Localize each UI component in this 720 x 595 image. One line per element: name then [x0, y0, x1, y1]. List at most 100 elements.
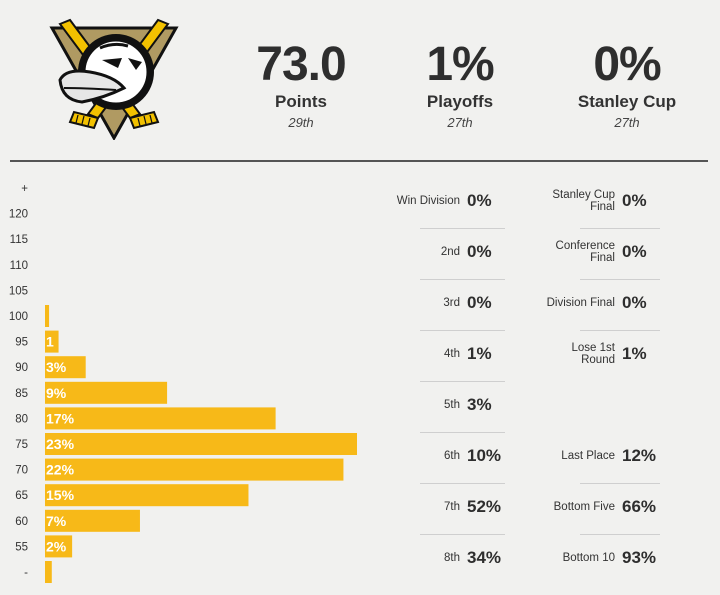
bar-data-label: 23% — [46, 436, 75, 452]
y-tick-label: 75 — [15, 439, 28, 451]
playoff-round-row: Stanley Cup Final 0% — [552, 179, 660, 229]
bottom-finish-value: 12% — [622, 446, 657, 465]
bottom-finish-value: 66% — [622, 497, 657, 516]
row-separator — [580, 228, 660, 229]
division-finish-row: 6th 10% — [420, 434, 505, 484]
bar-85 — [45, 381, 168, 404]
division-finish-label: 2nd — [440, 246, 460, 258]
cup-rank: 27th — [614, 115, 640, 130]
row-separator — [420, 279, 505, 280]
y-tick-label: 120 — [9, 209, 28, 221]
points-value: 73.0 — [256, 38, 346, 91]
playoff-round-row: Division Final 0% — [547, 281, 660, 331]
team-logo — [49, 18, 179, 140]
playoffs-rank: 27th — [447, 115, 473, 130]
bar-data-label: 3% — [46, 359, 67, 375]
y-tick-label: 90 — [15, 362, 28, 374]
division-finish-value: 10% — [467, 446, 502, 465]
logo-beak — [58, 69, 127, 104]
y-tick-label: 105 — [9, 285, 28, 297]
row-separator — [580, 279, 660, 280]
division-finish-value: 1% — [467, 344, 492, 363]
division-finish-label: Win Division — [396, 195, 460, 207]
y-tick-label: 80 — [15, 413, 28, 425]
division-finish-label: 6th — [444, 450, 460, 462]
row-separator — [420, 483, 505, 484]
division-finish-row: 8th 34% — [420, 536, 505, 586]
row-separator — [420, 228, 505, 229]
bar-data-label: 7% — [46, 513, 67, 529]
playoff-round-value: 0% — [622, 191, 647, 210]
division-finish-label: 3rd — [443, 297, 460, 309]
bottom-finish-value: 93% — [622, 548, 657, 567]
bar-- — [45, 561, 52, 583]
bar-100 — [45, 305, 50, 327]
y-tick-label: + — [21, 183, 28, 195]
bottom-finish-label: Bottom 10 — [562, 552, 615, 564]
division-finish-row: Win Division 0% — [397, 179, 505, 229]
division-finish-value: 0% — [467, 242, 492, 261]
division-finish-row: 7th 52% — [420, 485, 505, 535]
bottom-finish-label: Bottom Five — [553, 501, 615, 513]
y-tick-label: 65 — [15, 490, 28, 502]
playoff-round-label: Stanley Cup Final — [552, 189, 615, 213]
row-separator — [580, 330, 660, 331]
bar-70 — [45, 458, 344, 481]
y-tick-label: 70 — [15, 465, 28, 477]
stat-points: 73.0 Points 29th — [236, 38, 366, 131]
division-finish-row: 2nd 0% — [420, 230, 505, 280]
header-divider — [10, 160, 708, 162]
bar-80 — [45, 407, 276, 430]
division-finish-label: 5th — [444, 399, 460, 411]
division-finish-value: 0% — [467, 191, 492, 210]
points-rank: 29th — [288, 115, 314, 130]
bar-75 — [45, 433, 357, 455]
division-finish-value: 0% — [467, 293, 492, 312]
bar-data-label: 9% — [46, 385, 67, 401]
row-separator — [580, 534, 660, 535]
bar-90 — [45, 356, 86, 379]
division-finish-value: 3% — [467, 395, 492, 414]
division-finish-label: 8th — [444, 552, 460, 564]
playoff-round-row: Conference Final 0% — [556, 230, 660, 280]
division-finish-row: 4th 1% — [420, 332, 505, 382]
bottom-finish-row: Bottom 10 93% — [563, 536, 660, 586]
stat-playoffs: 1% Playoffs 27th — [405, 38, 515, 131]
playoffs-value: 1% — [426, 38, 494, 91]
division-finish-value: 34% — [467, 548, 502, 567]
y-tick-label: 60 — [15, 516, 28, 528]
playoff-round-label: Lose 1st Round — [571, 342, 615, 366]
bar-data-label: 1 — [46, 334, 54, 350]
y-tick-label: 95 — [15, 337, 28, 349]
division-finish-row: 5th 3% — [420, 383, 505, 433]
bar-95 — [45, 330, 59, 353]
y-tick-label: - — [24, 567, 28, 579]
playoff-round-value: 0% — [622, 242, 647, 261]
playoff-round-label: Conference Final — [555, 240, 615, 264]
stat-stanley-cup: 0% Stanley Cup 27th — [562, 40, 692, 131]
row-separator — [420, 330, 505, 331]
bar-55 — [45, 535, 73, 558]
y-tick-label: 85 — [15, 388, 28, 400]
row-separator — [420, 534, 505, 535]
division-finish-label: 7th — [444, 501, 460, 513]
bar-data-label: 15% — [46, 487, 75, 503]
bar-data-label: 17% — [46, 410, 75, 426]
bar-data-label: 2% — [46, 538, 67, 554]
bar-60 — [45, 509, 140, 532]
row-separator — [420, 381, 505, 382]
y-tick-label: 115 — [10, 234, 28, 246]
y-tick-label: 100 — [9, 311, 28, 323]
division-finish-value: 52% — [467, 497, 502, 516]
y-tick-label: 110 — [10, 260, 28, 272]
playoffs-label: Playoffs — [426, 92, 494, 111]
y-tick-label: 55 — [15, 541, 28, 553]
bar-data-label: 22% — [46, 462, 75, 478]
bar-65 — [45, 484, 249, 507]
bottom-finish-row: Bottom Five 66% — [554, 485, 660, 535]
points-distribution-chart: +120 115 110 105 100 95 90 85 80 75 70 65 60 55 - 1 3% 9%… — [9, 183, 357, 583]
row-separator — [420, 432, 505, 433]
playoff-round-value: 0% — [622, 293, 647, 312]
playoff-round-row: Lose 1st Round 1% — [572, 332, 660, 382]
points-label: Points — [275, 92, 327, 111]
